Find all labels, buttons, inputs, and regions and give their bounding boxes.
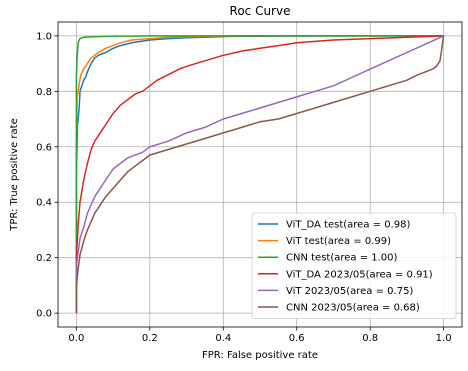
chart-title: Roc Curve xyxy=(230,4,291,18)
y-axis-label: TPR: True positive rate xyxy=(9,118,20,231)
legend-label: ViT test(area = 0.99) xyxy=(286,236,391,247)
y-tick-label: 0.0 xyxy=(36,309,52,320)
legend-label: ViT_DA test(area = 0.98) xyxy=(286,220,410,231)
y-tick-label: 0.2 xyxy=(36,253,52,264)
x-tick-label: 0.8 xyxy=(362,333,378,344)
x-tick-label: 0.4 xyxy=(215,333,231,344)
legend-label: CNN test(area = 1.00) xyxy=(286,253,398,264)
x-axis-label: FPR: False positive rate xyxy=(202,350,318,361)
series-line-3 xyxy=(75,35,444,314)
y-tick-label: 0.4 xyxy=(36,198,52,209)
x-tick-label: 1.0 xyxy=(436,333,452,344)
legend-label: ViT_DA 2023/05(area = 0.91) xyxy=(286,269,433,280)
legend-label: ViT 2023/05(area = 0.75) xyxy=(286,286,413,297)
legend: ViT_DA test(area = 0.98) ViT test(area = … xyxy=(251,212,457,319)
y-tick-label: 1.0 xyxy=(36,31,52,42)
series-line-4 xyxy=(75,35,444,314)
y-tick-label: 0.6 xyxy=(36,142,52,153)
x-tick-label: 0.2 xyxy=(142,333,158,344)
legend-label: CNN 2023/05(area = 0.68) xyxy=(286,303,420,314)
x-tick-label: 0.0 xyxy=(68,333,84,344)
x-tick-label: 0.6 xyxy=(289,333,305,344)
y-tick-label: 0.8 xyxy=(36,87,52,98)
legend-box xyxy=(251,212,457,319)
series-line-0 xyxy=(75,35,444,314)
series-line-2 xyxy=(75,35,444,314)
series-line-5 xyxy=(75,35,445,314)
plot-frame xyxy=(57,21,463,328)
series-layer xyxy=(75,35,445,314)
tick-layer: 0.0 0.2 0.4 0.6 0.8 1.0 0.0 0.2 0.4 0.6 0.8 1.0 xyxy=(36,31,451,344)
series-line-1 xyxy=(75,35,444,314)
